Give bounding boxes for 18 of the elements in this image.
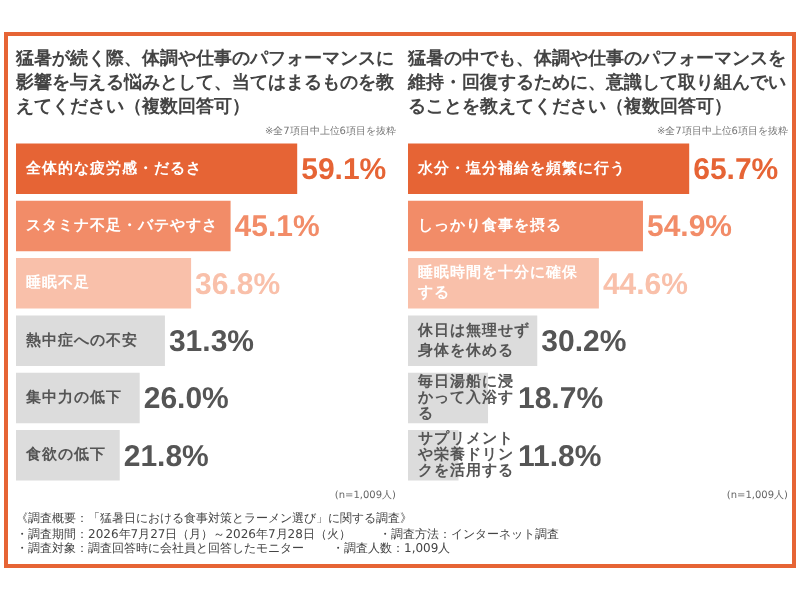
data-label: 44.6%	[602, 267, 688, 302]
data-label: 30.2%	[541, 324, 627, 359]
data-label: 21.8%	[123, 439, 209, 474]
data-label: 26.0%	[143, 382, 229, 417]
data-label: 54.9%	[646, 210, 733, 245]
bar	[408, 200, 643, 252]
bar	[16, 143, 298, 194]
data-label: 36.8%	[195, 267, 281, 302]
data-label: 59.1%	[301, 152, 387, 187]
data-label: 18.7%	[518, 382, 604, 417]
chart-title: 猛暑が続く際、体調や仕事のパフォーマンスに影響を与える悩みとして、当てはまるものを教えてください（複数回答可）	[16, 48, 396, 122]
bar	[16, 200, 231, 252]
chart-title: 猛暑の中でも、体調や仕事のパフォーマンスを維持・回復するために、意識して取り組んでいることを教えてください（複数回答可）	[408, 48, 788, 122]
data-label: 31.3%	[168, 324, 255, 359]
data-label: 11.8%	[518, 439, 602, 474]
data-label: 45.1%	[234, 210, 320, 245]
data-label: 65.7%	[693, 152, 779, 187]
bar	[16, 258, 192, 309]
